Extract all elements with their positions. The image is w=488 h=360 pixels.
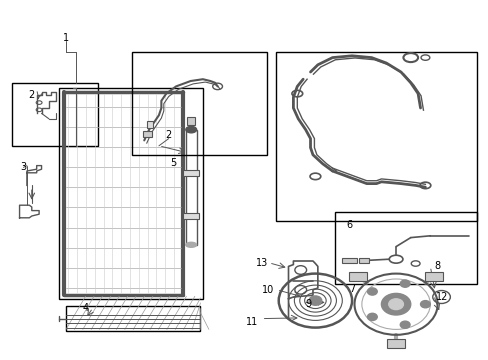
Bar	[66, 306, 200, 331]
Text: 2: 2	[29, 90, 35, 100]
Bar	[187, 117, 195, 125]
Text: 11: 11	[245, 317, 258, 327]
Circle shape	[388, 299, 403, 310]
Bar	[425, 271, 442, 281]
Bar	[359, 258, 368, 263]
Bar	[348, 271, 366, 281]
Ellipse shape	[185, 126, 196, 133]
Text: 1: 1	[63, 33, 69, 43]
Text: 10: 10	[261, 285, 274, 295]
Circle shape	[366, 313, 376, 320]
Circle shape	[400, 321, 409, 328]
Bar	[12, 83, 98, 146]
Bar	[386, 339, 404, 348]
Text: 7: 7	[348, 284, 354, 294]
Circle shape	[381, 293, 410, 315]
Bar	[59, 88, 203, 299]
Text: 9: 9	[305, 299, 310, 309]
Circle shape	[366, 288, 376, 295]
Ellipse shape	[185, 242, 196, 247]
Text: 5: 5	[170, 158, 176, 168]
Bar	[142, 131, 151, 137]
Text: 8: 8	[434, 261, 440, 271]
Text: 12: 12	[435, 292, 448, 302]
Bar	[146, 121, 152, 128]
Bar	[185, 130, 196, 245]
Circle shape	[308, 296, 321, 305]
Circle shape	[420, 301, 429, 308]
Bar	[334, 212, 476, 284]
Bar	[342, 258, 356, 263]
Bar	[183, 213, 199, 219]
Text: 6: 6	[346, 220, 352, 230]
Bar	[132, 52, 266, 155]
Bar	[183, 170, 199, 176]
Circle shape	[400, 280, 409, 287]
Text: 3: 3	[20, 162, 26, 172]
Text: 4: 4	[82, 303, 88, 313]
Bar	[276, 52, 476, 221]
Text: 13: 13	[255, 258, 267, 268]
Text: 2: 2	[165, 130, 171, 140]
